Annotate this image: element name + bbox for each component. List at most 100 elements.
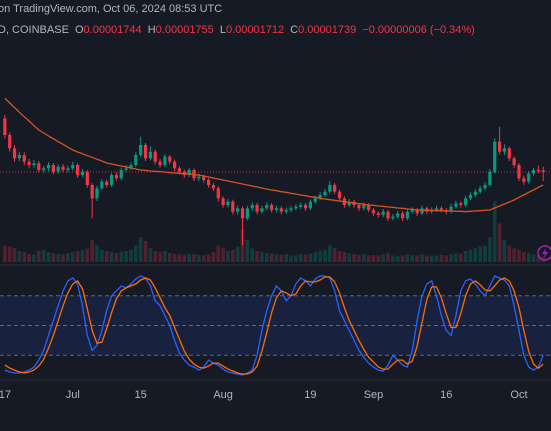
candle-body	[37, 163, 41, 170]
alert-icon[interactable]	[537, 245, 551, 261]
ohlc-value: 0.00001744	[83, 24, 142, 36]
candle-body	[507, 148, 511, 159]
candle-body	[488, 171, 492, 185]
candle-body	[163, 156, 167, 165]
candle-body	[517, 165, 521, 179]
volume-bar	[167, 253, 172, 262]
volume-bar	[255, 251, 259, 262]
volume-bar	[153, 251, 158, 262]
price-layer	[0, 97, 551, 245]
candle-body	[124, 168, 128, 170]
volume-bar	[531, 254, 536, 262]
volume-bar	[347, 253, 352, 262]
volume-bar	[85, 248, 90, 262]
candle-body	[139, 145, 143, 155]
volume-bar	[512, 248, 516, 262]
volume-layer	[3, 201, 546, 262]
candle-body	[32, 163, 36, 165]
oscillator-line	[4, 275, 544, 376]
candle-body	[46, 165, 51, 169]
candle-body	[129, 165, 133, 169]
candle-body	[381, 211, 385, 215]
candle-body	[177, 168, 182, 172]
volume-bar	[66, 253, 70, 262]
volume-bar	[342, 252, 347, 262]
candle-body	[56, 166, 60, 172]
volume-bar	[12, 248, 17, 262]
candle-body	[386, 211, 390, 219]
volume-bar	[226, 251, 230, 262]
volume-bar	[269, 253, 274, 262]
candle-body	[497, 141, 502, 152]
candle-body	[473, 191, 477, 195]
volume-bar	[502, 240, 507, 262]
volume-bar	[163, 251, 167, 262]
volume-bar	[522, 252, 526, 262]
x-tick-label: Jul	[66, 389, 80, 401]
candle-body	[51, 165, 55, 172]
volume-bar	[80, 249, 85, 262]
x-tick-label: 15	[135, 389, 147, 401]
volume-bar	[22, 252, 27, 262]
volume-bar	[415, 255, 419, 262]
volume-bar	[235, 246, 240, 262]
candle-body	[318, 195, 322, 199]
candle-body	[119, 170, 123, 179]
volume-bar	[313, 252, 318, 262]
volume-bar	[410, 254, 415, 262]
symbol: D, COINBASE	[0, 24, 69, 36]
volume-bar	[284, 254, 288, 262]
x-tick-label: 16	[440, 389, 452, 401]
volume-bar	[250, 248, 255, 262]
volume-bar	[517, 249, 521, 262]
candle-body	[90, 185, 94, 199]
change: −0.00000006 (−0.34%)	[362, 24, 475, 36]
volume-bar	[478, 246, 482, 262]
candle-body	[454, 203, 458, 207]
candle-body	[333, 185, 337, 192]
candle-body	[502, 148, 507, 152]
candle-body	[85, 171, 89, 185]
candle-body	[206, 180, 211, 185]
time-axis: 17 Jul 15 Aug 19 Sep 16 Oct	[0, 389, 528, 401]
candle-body	[483, 185, 487, 189]
candle-body	[464, 198, 468, 205]
volume-bar	[463, 251, 468, 262]
candle-body	[12, 148, 17, 159]
candle-body	[531, 170, 536, 174]
volume-bar	[187, 253, 191, 262]
alert-icon-bolt	[542, 248, 548, 258]
volume-bar	[70, 252, 75, 262]
candle-body	[143, 145, 148, 159]
volume-bar	[458, 253, 463, 262]
x-tick-label: Aug	[213, 389, 233, 401]
candle-body	[294, 206, 298, 209]
candle-body	[270, 205, 274, 210]
candle-body	[158, 161, 162, 165]
x-tick-label: 17	[0, 389, 11, 401]
candle-body	[3, 118, 7, 135]
volume-bar	[488, 237, 492, 262]
candle-body	[478, 188, 482, 192]
candle-body	[536, 170, 540, 171]
candle-body	[245, 208, 249, 219]
volume-bar	[328, 245, 332, 262]
volume-bar	[391, 255, 395, 262]
volume-bar	[260, 252, 264, 262]
candle-body	[250, 205, 254, 209]
volume-bar	[75, 251, 80, 262]
candle-body	[17, 155, 22, 159]
candle-body	[240, 208, 245, 219]
volume-bar	[294, 255, 298, 262]
candle-body	[71, 165, 75, 169]
volume-bar	[56, 253, 61, 262]
candle-body	[80, 171, 85, 175]
candle-body	[357, 205, 361, 209]
volume-bar	[274, 254, 279, 262]
candle-body	[299, 205, 303, 207]
candle-body	[405, 211, 410, 219]
candle-body	[231, 201, 235, 212]
volume-bar	[357, 254, 361, 262]
